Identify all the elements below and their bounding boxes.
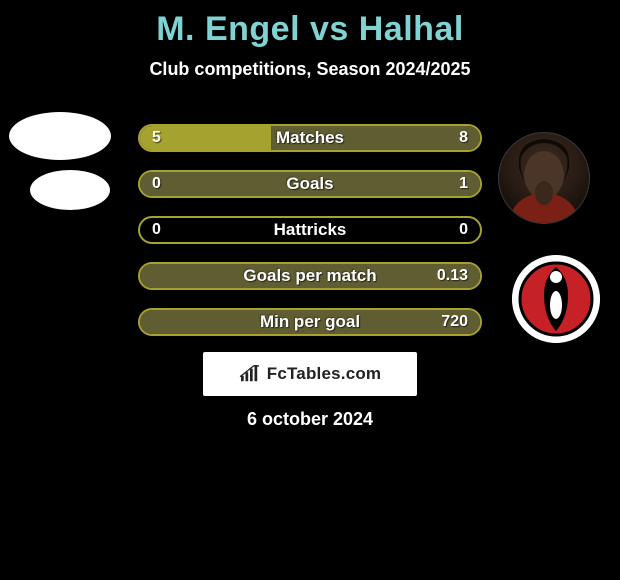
- stat-label: Goals per match: [140, 264, 480, 288]
- page-subtitle: Club competitions, Season 2024/2025: [0, 59, 620, 80]
- stat-row: 00Hattricks: [138, 216, 482, 244]
- team-right-badge: [512, 255, 600, 343]
- player-right-avatar: [498, 132, 590, 224]
- bar-chart-icon: [239, 365, 261, 383]
- stat-label: Hattricks: [140, 218, 480, 242]
- stat-row: 58Matches: [138, 124, 482, 152]
- stat-label: Matches: [140, 126, 480, 150]
- stat-row: 0.13Goals per match: [138, 262, 482, 290]
- player-left-avatar: [9, 112, 111, 160]
- stat-label: Goals: [140, 172, 480, 196]
- team-left-badge: [30, 170, 110, 210]
- watermark-text: FcTables.com: [267, 364, 382, 384]
- stat-row: 720Min per goal: [138, 308, 482, 336]
- stat-row: 01Goals: [138, 170, 482, 198]
- comparison-card: M. Engel vs Halhal Club competitions, Se…: [0, 0, 620, 580]
- club-crest-icon: [512, 255, 600, 343]
- stat-rows: 58Matches 01Goals 00Hattricks 0.13Goals per…: [138, 124, 482, 354]
- avatar-silhouette-icon: [499, 133, 589, 223]
- watermark-box: FcTables.com: [203, 352, 417, 396]
- date-label: 6 october 2024: [0, 409, 620, 430]
- page-title: M. Engel vs Halhal: [0, 0, 620, 49]
- stat-label: Min per goal: [140, 310, 480, 334]
